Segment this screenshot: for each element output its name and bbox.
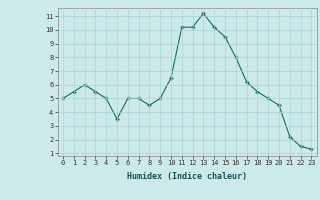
X-axis label: Humidex (Indice chaleur): Humidex (Indice chaleur) xyxy=(127,172,247,181)
